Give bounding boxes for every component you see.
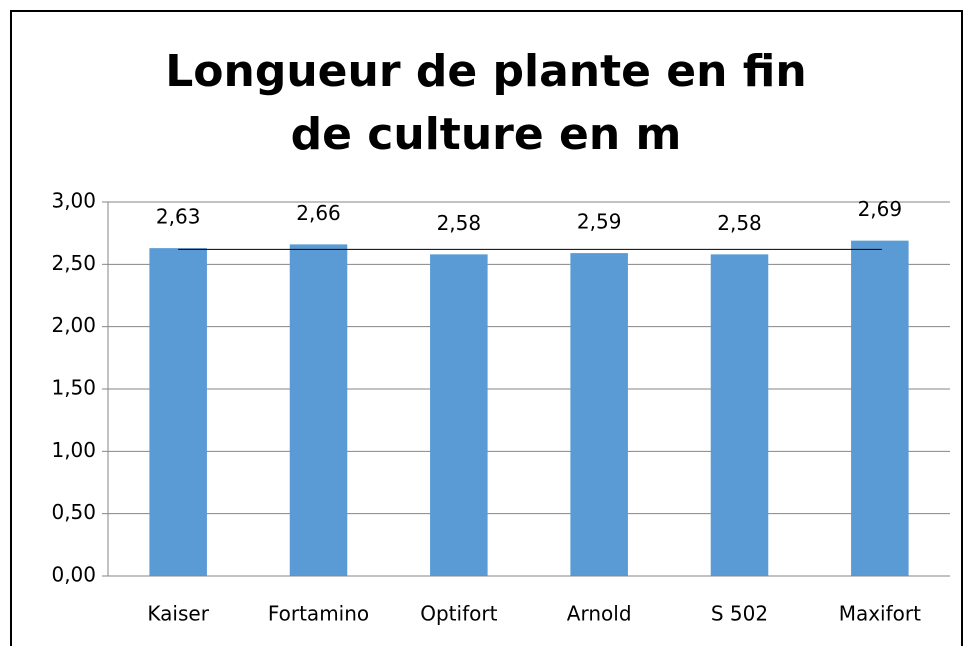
data-label: 2,69 <box>858 197 903 221</box>
y-tick-label: 0,00 <box>51 563 96 587</box>
chart-border <box>10 10 963 646</box>
y-tick-label: 3,00 <box>51 189 96 213</box>
y-tick-label: 1,00 <box>51 438 96 462</box>
bar <box>851 240 909 576</box>
x-tick-label: Kaiser <box>147 602 209 626</box>
data-label: 2,63 <box>156 205 201 229</box>
data-label: 2,58 <box>717 211 762 235</box>
data-label: 2,66 <box>296 201 341 225</box>
data-label: 2,58 <box>437 211 482 235</box>
bar <box>289 244 348 577</box>
bar <box>149 248 207 577</box>
x-tick-label: Optifort <box>420 602 497 626</box>
x-tick-label: S 502 <box>711 602 768 626</box>
y-tick-label: 2,00 <box>51 313 96 337</box>
y-tick-label: 1,50 <box>51 376 96 400</box>
bar <box>570 253 628 576</box>
y-tick-label: 2,50 <box>51 251 96 275</box>
bar <box>710 254 769 577</box>
x-tick-label: Fortamino <box>268 602 369 626</box>
x-tick-label: Arnold <box>567 602 632 626</box>
y-tick-label: 0,50 <box>51 500 96 524</box>
bar <box>430 254 488 577</box>
x-tick-label: Maxifort <box>839 602 921 626</box>
data-label: 2,59 <box>577 210 622 234</box>
chart-title: Longueur de plante en fin de culture en … <box>165 46 807 160</box>
